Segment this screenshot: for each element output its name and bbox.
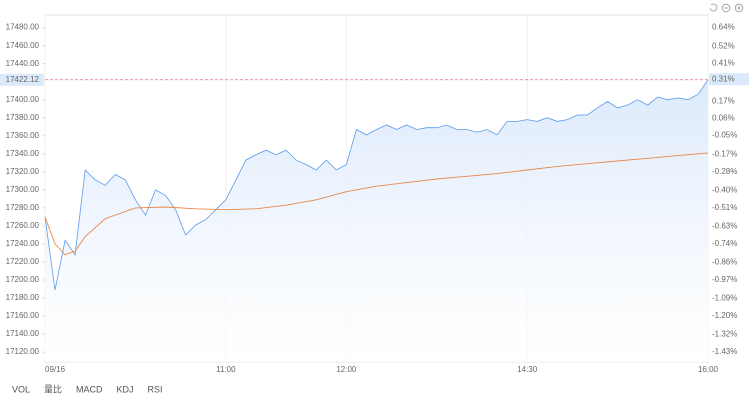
indicator-tab[interactable]: VOL [12, 384, 30, 394]
y-tick-label: 17160.00 [6, 311, 40, 320]
y2-tick-label: -1.32% [712, 330, 737, 339]
y2-tick-label: 0.64% [712, 23, 735, 32]
y2-tick-label: 0.41% [712, 59, 735, 68]
y2-tick-label: -1.43% [712, 347, 737, 356]
indicator-tab[interactable]: KDJ [117, 384, 134, 394]
y-tick-label: 17340.00 [6, 149, 40, 158]
x-tick-label: 11:00 [216, 365, 236, 374]
y-tick-label: 17140.00 [6, 329, 40, 338]
x-tick-label: 12:00 [336, 365, 357, 374]
y2-tick-label: -0.97% [712, 275, 737, 284]
x-tick-label: 16:00 [698, 365, 719, 374]
last-change-label: 0.31% [712, 74, 735, 83]
y-tick-label: 17280.00 [6, 203, 40, 212]
last-price-label: 17422.12 [6, 75, 40, 84]
zoom-out-icon[interactable] [721, 3, 731, 13]
indicator-tab[interactable]: 量比 [44, 383, 62, 394]
y-tick-label: 17200.00 [6, 275, 40, 284]
y2-tick-label: -0.40% [712, 186, 737, 195]
y-tick-label: 17240.00 [6, 239, 40, 248]
y2-tick-label: -0.63% [712, 222, 737, 231]
y-tick-label: 17380.00 [6, 113, 40, 122]
indicator-tab[interactable]: RSI [148, 384, 163, 394]
price-line [44, 79, 709, 290]
indicator-tab[interactable]: MACD [76, 384, 103, 394]
y2-tick-label: -0.86% [712, 258, 737, 267]
price-area [45, 79, 708, 363]
y-tick-label: 17260.00 [6, 221, 40, 230]
y2-tick-label: -0.17% [712, 150, 737, 159]
y-tick-label: 17360.00 [6, 131, 40, 140]
y2-tick-label: 0.17% [712, 96, 735, 105]
y-tick-label: 17220.00 [6, 257, 40, 266]
y2-tick-label: -0.28% [712, 167, 737, 176]
y2-tick-label: -0.05% [712, 131, 737, 140]
average-line [44, 152, 709, 256]
y-tick-label: 17300.00 [6, 185, 40, 194]
y-tick-label: 17460.00 [6, 41, 40, 50]
y2-tick-label: -0.51% [712, 203, 737, 212]
y-tick-label: 17320.00 [6, 167, 40, 176]
last-price-box [0, 73, 44, 86]
x-tick-label: 14:30 [517, 365, 538, 374]
y-tick-label: 17440.00 [6, 59, 40, 68]
y-tick-label: 17400.00 [6, 95, 40, 104]
last-change-box [709, 73, 749, 86]
zoom-in-icon[interactable] [734, 3, 744, 13]
y2-tick-label: 0.06% [712, 114, 735, 123]
x-tick-label: 09/16 [45, 365, 66, 374]
y-tick-label: 17480.00 [6, 23, 40, 32]
reset-icon[interactable] [709, 3, 718, 12]
y2-tick-label: -1.09% [712, 294, 737, 303]
y-tick-label: 17180.00 [6, 293, 40, 302]
y2-tick-label: -0.74% [712, 239, 737, 248]
toolbar-icons [709, 3, 744, 13]
y-tick-label: 17120.00 [6, 347, 40, 356]
y2-tick-label: 0.52% [712, 41, 735, 50]
y2-tick-label: -1.20% [712, 311, 737, 320]
